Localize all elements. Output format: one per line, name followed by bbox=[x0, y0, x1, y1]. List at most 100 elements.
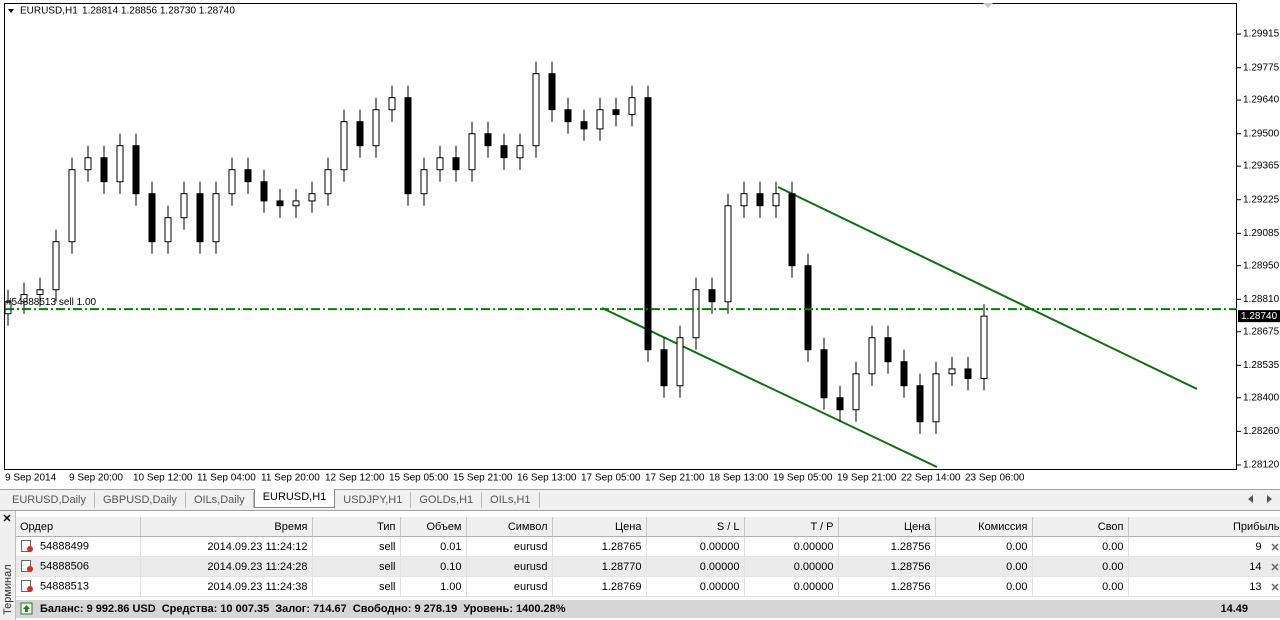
column-header: Своп bbox=[1032, 517, 1129, 537]
candle-body bbox=[116, 145, 124, 183]
chart-tab[interactable]: OILs,H1 bbox=[482, 492, 540, 508]
order-cell: eurusd bbox=[466, 556, 553, 577]
candle-body bbox=[692, 289, 700, 339]
candle-body bbox=[244, 169, 252, 183]
candle-body bbox=[516, 145, 524, 159]
candle-body bbox=[164, 217, 172, 243]
y-tick-label: 1.28260 bbox=[1243, 426, 1280, 437]
order-cell: 0.00 bbox=[935, 576, 1033, 597]
candle-body bbox=[276, 200, 284, 207]
y-tick-label: 1.28535 bbox=[1243, 360, 1280, 371]
order-cell: 13 bbox=[1128, 576, 1280, 597]
cell-text: 0.10 bbox=[440, 560, 462, 573]
y-tick-label: 1.29085 bbox=[1243, 228, 1280, 239]
y-tick-label: 1.28950 bbox=[1243, 260, 1280, 271]
y-tick-label: 1.28675 bbox=[1243, 326, 1280, 337]
close-order[interactable] bbox=[1270, 562, 1280, 572]
cell-text: sell bbox=[378, 560, 396, 573]
candles bbox=[4, 61, 988, 434]
cell-text: 0.00 bbox=[1102, 560, 1124, 573]
plot-frame bbox=[4, 3, 1237, 470]
y-tick-label: 1.29775 bbox=[1243, 62, 1280, 73]
candle-body bbox=[132, 145, 140, 195]
order-icon bbox=[21, 540, 33, 552]
column-header: Прибыль bbox=[1128, 517, 1280, 537]
cell-text: 54888506 bbox=[40, 560, 89, 573]
order-cell: 1.28770 bbox=[552, 556, 647, 577]
cell-text: 14 bbox=[1249, 560, 1262, 573]
cell-text: 2014.09.23 11:24:12 bbox=[207, 540, 308, 553]
candle-body bbox=[932, 373, 940, 423]
x-tick-label: 18 Sep 13:00 bbox=[709, 473, 769, 484]
candle-body bbox=[564, 109, 572, 123]
x-tick-label: 9 Sep 20:00 bbox=[69, 473, 123, 484]
close-order[interactable] bbox=[1270, 582, 1280, 592]
summary-total: 14.49 bbox=[1220, 603, 1248, 615]
account-summary: Баланс: 9 992.86 USD Средства: 10 007.35 З… bbox=[16, 600, 1280, 618]
order-row[interactable]: 54888499 2014.09.23 11:24:12 sell 0.01 eurus… bbox=[16, 536, 1280, 557]
close-panel[interactable] bbox=[0, 511, 15, 526]
order-icon bbox=[21, 580, 33, 592]
cell-text: 54888513 bbox=[40, 580, 89, 593]
cell-text: 0.00000 bbox=[699, 540, 740, 553]
column-header: Комиссия bbox=[935, 517, 1033, 537]
chart-tab[interactable]: GOLDs,H1 bbox=[411, 492, 483, 508]
x-tick-label: 19 Sep 05:00 bbox=[773, 473, 833, 484]
column-header: Объем bbox=[400, 517, 467, 537]
chart-tab[interactable]: EURUSD,H1 bbox=[253, 489, 336, 508]
candle-body bbox=[708, 289, 716, 303]
column-header: T / P bbox=[744, 517, 839, 537]
chart-tab[interactable]: EURUSD,Daily bbox=[4, 492, 95, 508]
x-tick-label: 15 Sep 05:00 bbox=[389, 473, 449, 484]
order-cell: 1.28756 bbox=[838, 556, 936, 577]
candle-body bbox=[868, 337, 876, 375]
order-cell: 1.00 bbox=[400, 576, 467, 597]
candle-body bbox=[404, 97, 412, 195]
chart-tab[interactable]: OILs,Daily bbox=[186, 492, 254, 508]
chart-tab[interactable]: GBPUSD,Daily bbox=[95, 492, 186, 508]
y-tick-label: 1.28120 bbox=[1243, 460, 1280, 471]
close-order[interactable] bbox=[1270, 542, 1280, 552]
menu-arrow[interactable] bbox=[8, 9, 14, 13]
candle-body bbox=[36, 289, 44, 296]
candle-body bbox=[804, 265, 812, 351]
x-tick-label: 9 Sep 2014 bbox=[5, 473, 57, 484]
cell-text: sell bbox=[378, 580, 396, 593]
current-price-label: 1.28740 bbox=[1241, 311, 1278, 322]
cell-text: eurusd bbox=[513, 560, 548, 573]
chart-background bbox=[0, 0, 1280, 489]
summary-item: Уровень: 1400.28% bbox=[463, 603, 566, 615]
order-label: #54888513 sell 1.00 bbox=[6, 297, 97, 308]
candle-body bbox=[436, 157, 444, 171]
cell-text: 0.00 bbox=[1102, 580, 1124, 593]
candle-body bbox=[900, 361, 908, 387]
trend-line[interactable] bbox=[777, 186, 1198, 390]
candle-body bbox=[740, 193, 748, 207]
order-row[interactable]: 54888513 2014.09.23 11:24:38 sell 1.00 eurus… bbox=[16, 576, 1280, 597]
terminal-panel: Терминал Ордер Время Тип Объем Символ Цена S /… bbox=[0, 510, 1280, 620]
chart-tab[interactable]: USDJPY,H1 bbox=[335, 492, 412, 508]
scroll-right[interactable] bbox=[1267, 495, 1272, 503]
order-id: 54888506 bbox=[16, 556, 141, 577]
cell-text: 2014.09.23 11:24:38 bbox=[207, 580, 308, 593]
x-tick-label: 23 Sep 06:00 bbox=[965, 473, 1025, 484]
summary-item: Средства: 10 007.35 bbox=[161, 603, 270, 615]
cell-text: 1.28769 bbox=[601, 580, 642, 593]
cell-text: 2014.09.23 11:24:28 bbox=[207, 560, 308, 573]
candle-body bbox=[292, 200, 300, 207]
summary-item: Залог: 714.67 bbox=[275, 603, 347, 615]
candle-body bbox=[212, 193, 220, 243]
cell-text: 1.00 bbox=[440, 580, 462, 593]
cell-text: 0.00 bbox=[1102, 540, 1124, 553]
cell-text: 0.00 bbox=[1006, 580, 1028, 593]
order-row[interactable]: 54888506 2014.09.23 11:24:28 sell 0.10 eurus… bbox=[16, 556, 1280, 577]
order-cell: eurusd bbox=[466, 576, 553, 597]
candle-body bbox=[580, 121, 588, 130]
order-cell: 0.00 bbox=[1032, 556, 1129, 577]
y-tick-label: 1.29365 bbox=[1243, 161, 1280, 172]
candle-body bbox=[836, 397, 844, 411]
x-tick-label: 19 Sep 21:00 bbox=[837, 473, 897, 484]
scroll-left[interactable] bbox=[1248, 495, 1253, 503]
candle-body bbox=[532, 73, 540, 147]
trend-line[interactable] bbox=[601, 307, 938, 468]
